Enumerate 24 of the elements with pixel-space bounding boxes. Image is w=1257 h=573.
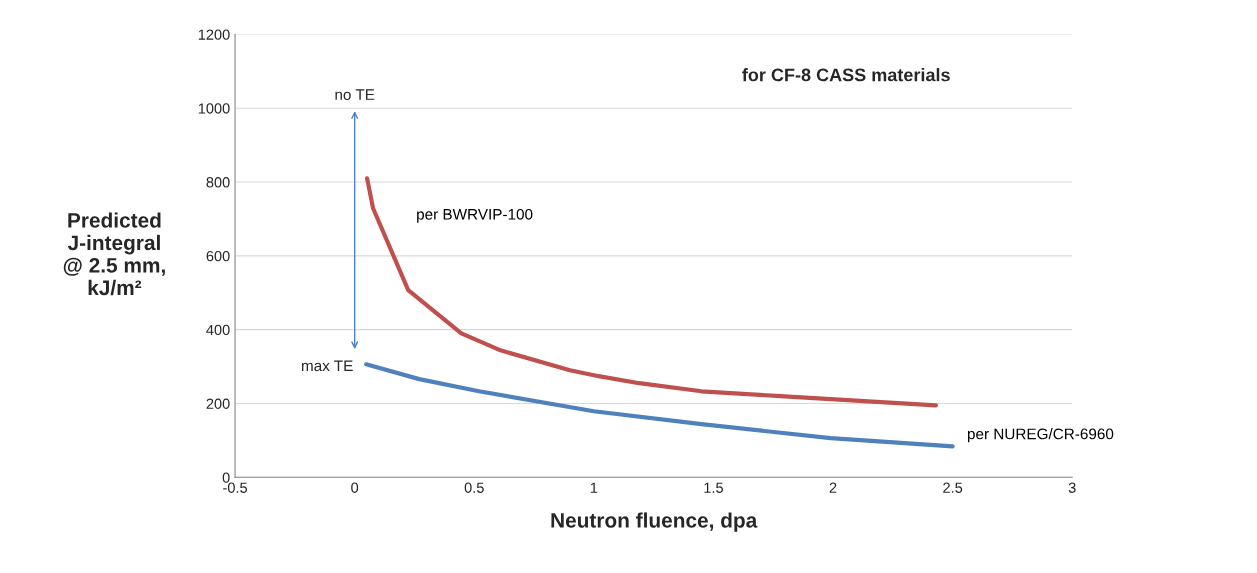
series-label: per NUREG/CR-6960 xyxy=(967,428,1114,443)
y-tick-label: 0 xyxy=(222,472,230,483)
y-tick-label: 200 xyxy=(206,398,230,409)
y-tick-label: 400 xyxy=(206,324,230,336)
x-tick-label: 2 xyxy=(829,482,837,493)
x-tick-label: 2.5 xyxy=(943,482,963,493)
y-tick-label: 1200 xyxy=(198,29,230,40)
line-series xyxy=(365,176,938,408)
line-series xyxy=(364,362,955,449)
annotation: for CF-8 CASS materials xyxy=(742,68,950,82)
x-tick-label: -0.5 xyxy=(223,482,248,493)
y-tick-label: 800 xyxy=(206,177,230,188)
x-tick-label: 1 xyxy=(590,482,598,493)
y-tick-label: 1000 xyxy=(198,103,230,114)
annotation: max TE xyxy=(301,360,353,372)
x-axis-title: Neutron fluence, dpa xyxy=(551,512,758,532)
annotation: no TE xyxy=(335,89,375,101)
x-tick-label: 0 xyxy=(351,482,359,493)
x-tick-label: 0.5 xyxy=(464,482,484,493)
y-tick-label: 600 xyxy=(206,250,230,262)
x-tick-label: 3 xyxy=(1068,482,1076,493)
y-axis-title: Predicted J-integral @ 2.5 mm, kJ/m² xyxy=(63,212,165,296)
text: per BWRVIP-100 xyxy=(417,208,533,223)
x-tick-label: 1.5 xyxy=(704,482,723,493)
